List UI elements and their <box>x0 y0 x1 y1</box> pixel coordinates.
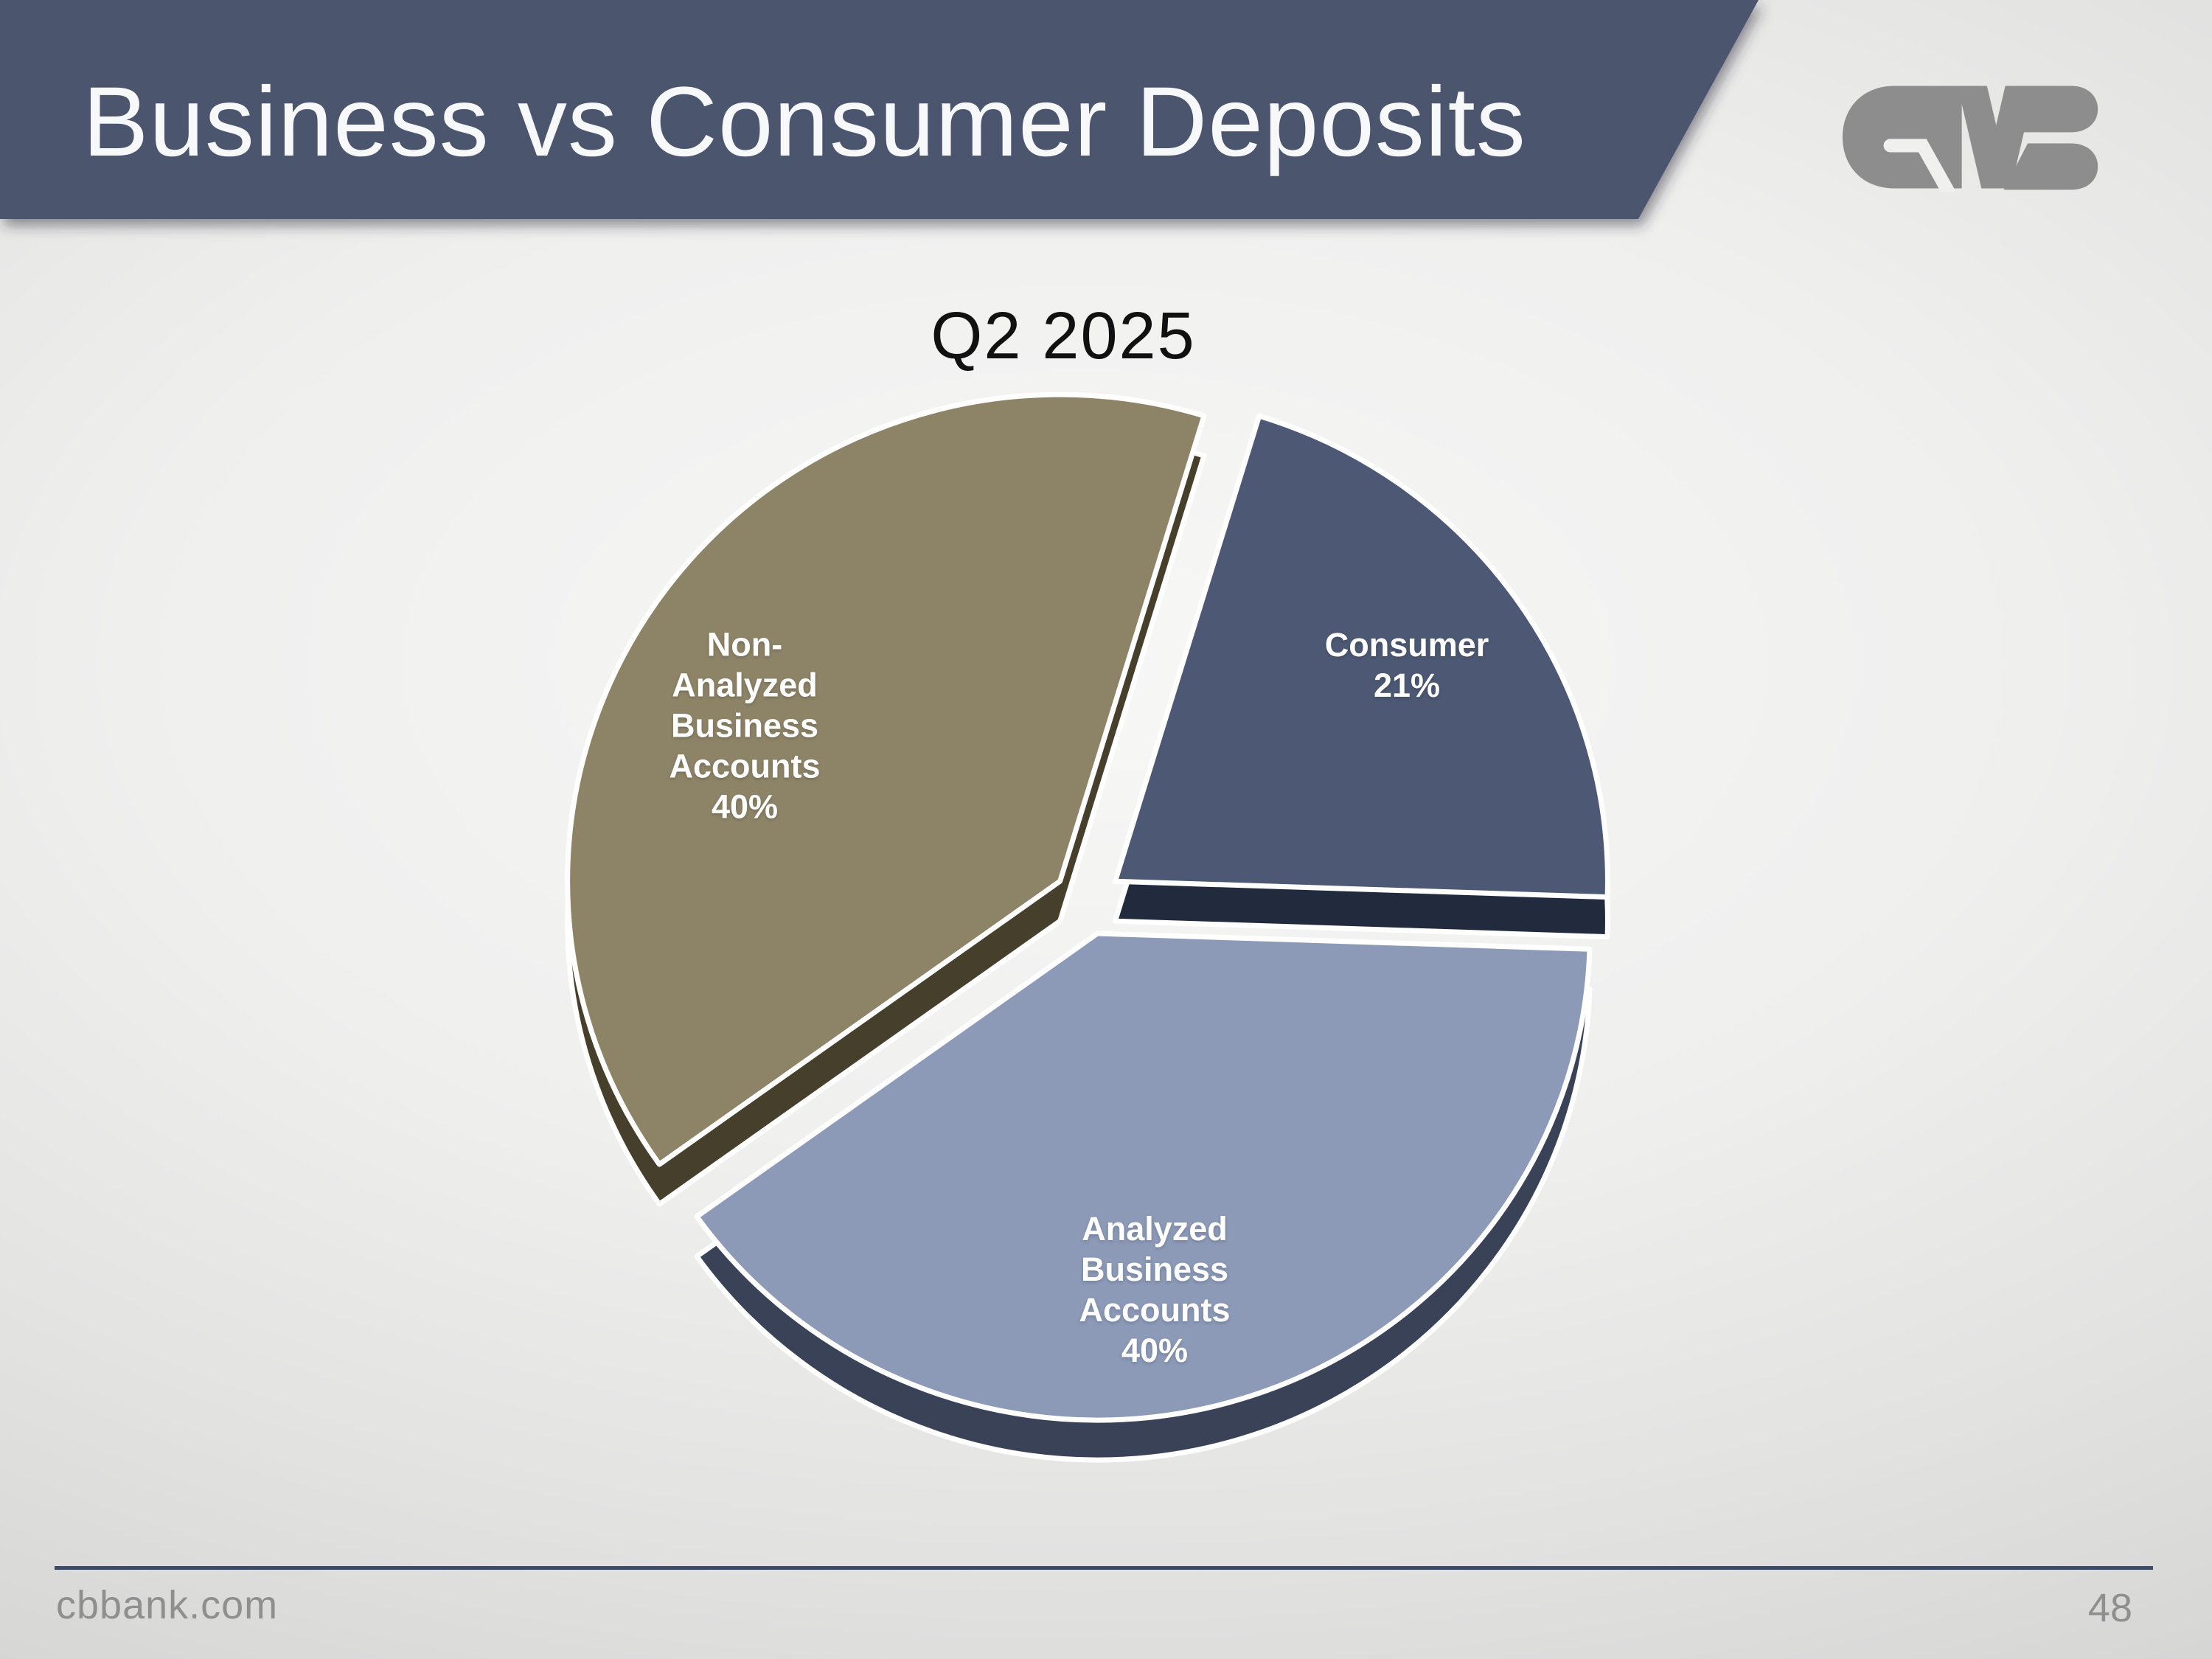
pie-slice-0 <box>1112 413 1610 900</box>
pie-label-analyzed-business: Analyzed Business Accounts 40% <box>1079 1210 1231 1369</box>
logo-b-top-shape <box>2014 86 2098 133</box>
pie-label-consumer: Consumer 21% <box>1324 626 1489 704</box>
logo-b-bottom-shape <box>2003 143 2098 190</box>
cvb-logo-icon <box>1842 86 2098 192</box>
header-bar <box>0 0 1759 219</box>
header-band-shape <box>0 0 1759 219</box>
footer-website: cbbank.com <box>56 1583 279 1627</box>
pie-slice-1 <box>694 931 1593 1423</box>
footer-divider <box>55 1566 2153 1570</box>
chart-title: Q2 2025 <box>931 299 1196 373</box>
logo-slot-cut <box>1883 139 1955 192</box>
pie-slice-2 <box>565 392 1207 1167</box>
footer-page-number: 48 <box>2087 1586 2132 1630</box>
pie-label-non-analyzed-business: Non- Analyzed Business Accounts 40% <box>669 625 821 826</box>
page-title: Business vs Consumer Deposits <box>83 67 1526 177</box>
